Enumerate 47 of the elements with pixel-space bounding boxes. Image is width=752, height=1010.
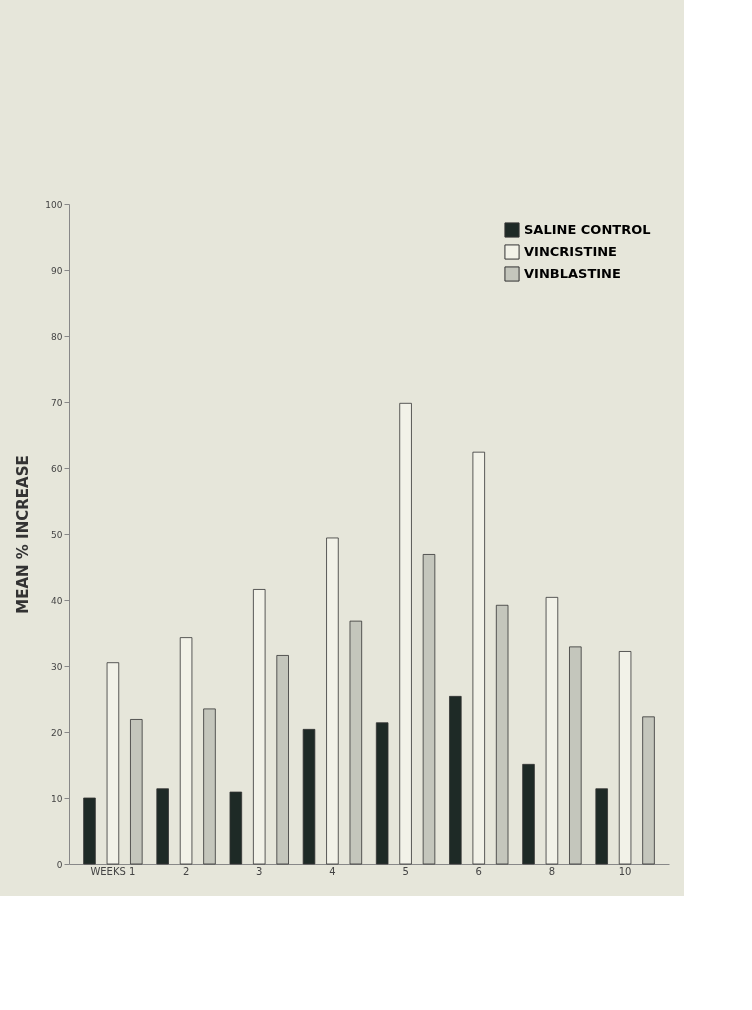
x-tick-label: WEEKS 1 (90, 865, 136, 877)
bar (495, 604, 509, 865)
y-tick-label: 60 (51, 463, 63, 474)
bar (569, 646, 582, 865)
legend-label: VINBLASTINE (524, 266, 621, 281)
bar (130, 719, 143, 865)
y-tick-label: 0 (56, 859, 63, 870)
y-tick-label: 70 (51, 397, 63, 408)
x-tick-label: 6 (475, 865, 482, 877)
bar (83, 797, 96, 865)
bar (106, 662, 120, 865)
y-tick-label: 80 (51, 331, 63, 342)
bar (545, 596, 559, 865)
x-tick-label: 4 (329, 865, 336, 877)
bar (349, 620, 363, 865)
bar (595, 788, 608, 865)
bar (276, 655, 289, 865)
bar (156, 788, 169, 865)
bar (618, 651, 632, 865)
y-tick-label: 90 (51, 265, 63, 276)
bar (522, 763, 535, 865)
x-tick-label: 2 (182, 865, 190, 877)
bar (642, 716, 655, 865)
x-tick-label: 8 (548, 865, 556, 877)
bar (252, 589, 266, 865)
x-tick-label: 10 (618, 865, 632, 877)
bar (203, 708, 216, 865)
y-tick-label: 40 (51, 595, 63, 606)
bar (449, 695, 462, 865)
y-tick-label: 50 (51, 529, 63, 540)
y-tick-label: 20 (51, 727, 63, 738)
legend-label: VINCRISTINE (524, 244, 617, 259)
y-axis-title: MEAN % INCREASE (14, 455, 33, 614)
x-tick-label: 5 (402, 865, 409, 877)
bar (302, 728, 316, 865)
bar (472, 451, 486, 865)
legend-label: SALINE CONTROL (524, 222, 651, 237)
bar (326, 537, 339, 865)
bar (179, 637, 193, 865)
y-tick-label: 10 (51, 793, 63, 804)
bar (399, 402, 412, 865)
x-tick-label: 3 (256, 865, 263, 877)
y-tick-label: 100 (45, 199, 63, 210)
bar (375, 722, 389, 865)
y-tick-label: 30 (51, 661, 63, 672)
bar (229, 791, 243, 865)
bar (422, 554, 436, 865)
